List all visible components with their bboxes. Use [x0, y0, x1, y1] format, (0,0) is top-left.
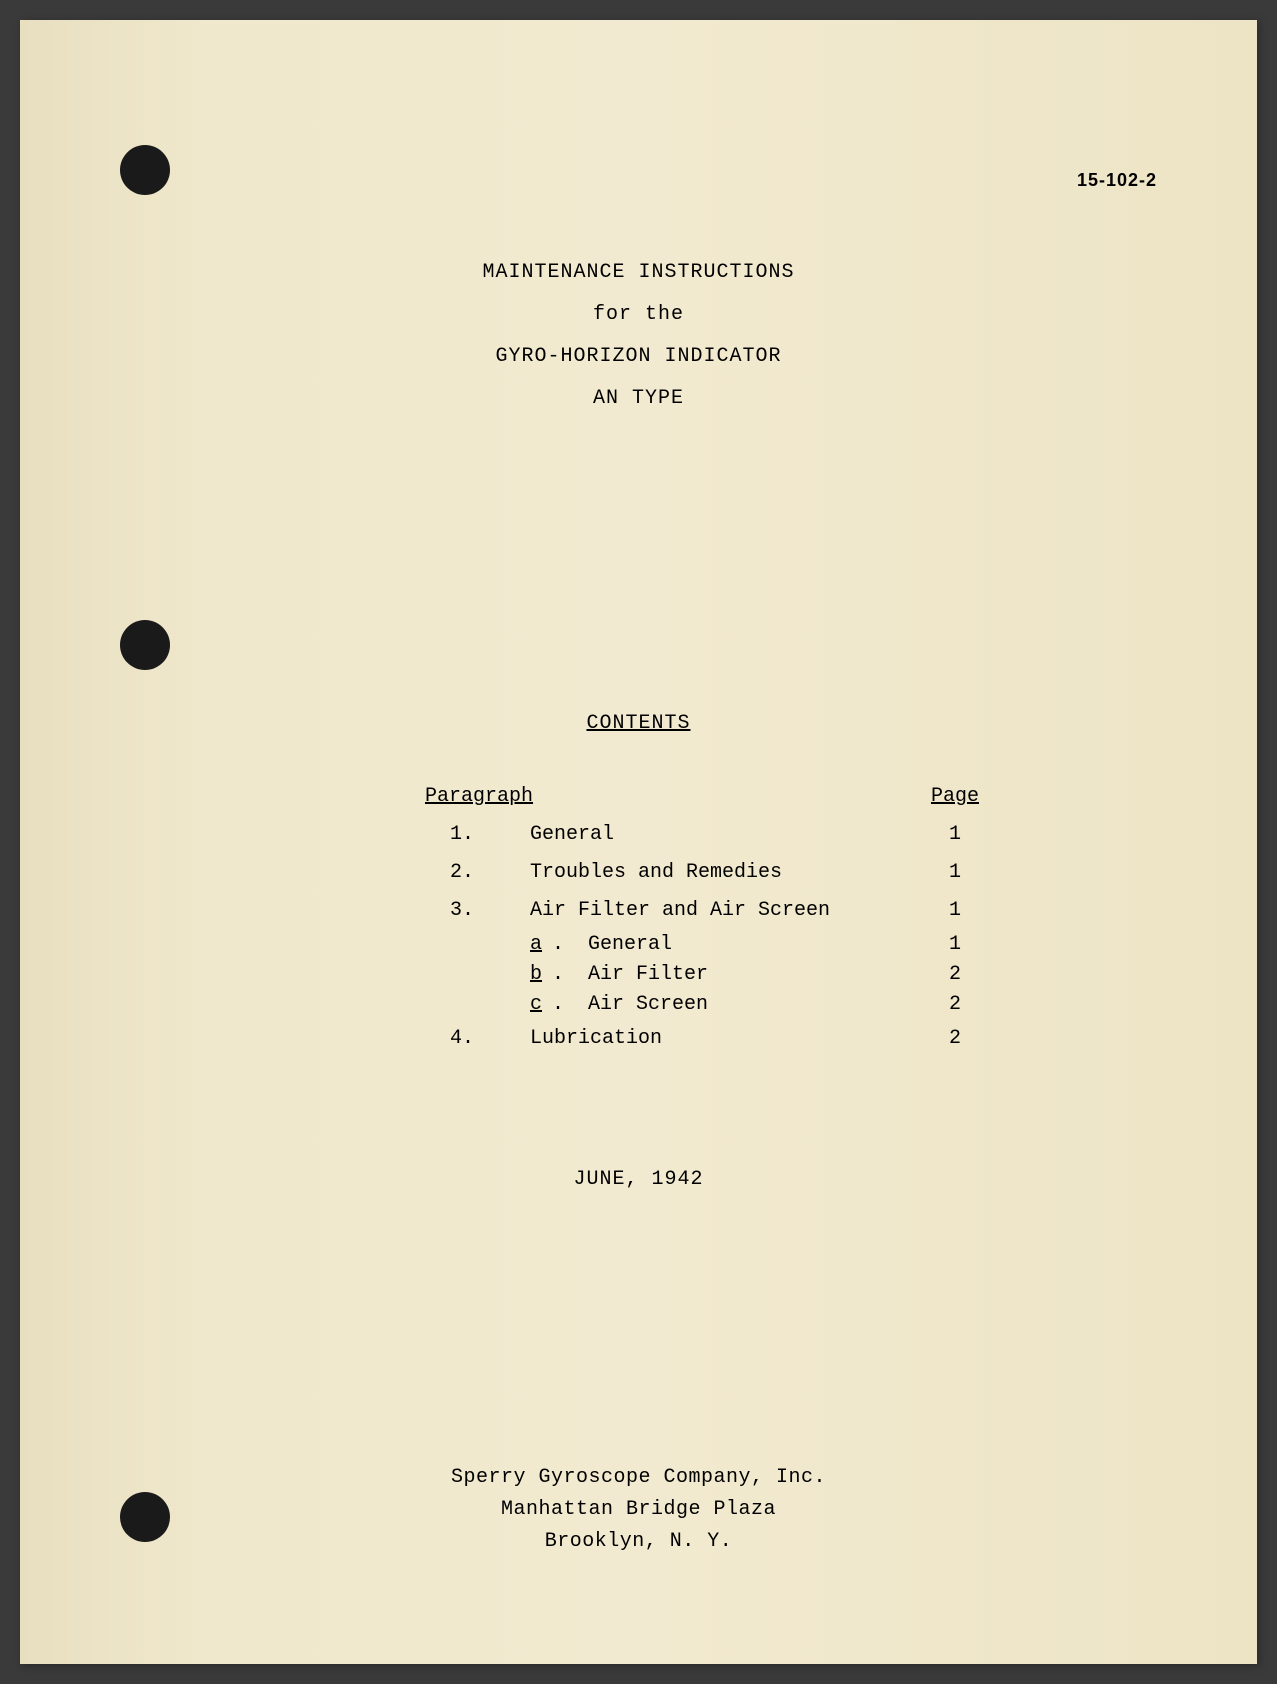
punch-hole: [120, 145, 170, 195]
title-line-4: AN TYPE: [20, 378, 1257, 420]
contents-sub-row: a. General 1: [425, 930, 985, 960]
sub-title: c. Air Screen: [530, 990, 925, 1020]
contents-row: 4. Lubrication 2: [425, 1020, 985, 1058]
title-line-2: for the: [20, 294, 1257, 336]
para-title: Lubrication: [530, 1020, 925, 1058]
punch-hole: [120, 620, 170, 670]
sub-page: 2: [925, 990, 985, 1020]
para-num: 1.: [425, 816, 530, 854]
para-title: Air Filter and Air Screen: [530, 892, 925, 930]
para-page: 1: [925, 816, 985, 854]
sub-title: a. General: [530, 930, 925, 960]
title-block: MAINTENANCE INSTRUCTIONS for the GYRO-HO…: [20, 252, 1257, 420]
contents-sub-row: b. Air Filter 2: [425, 960, 985, 990]
para-page: 2: [925, 1020, 985, 1058]
footer-company: Sperry Gyroscope Company, Inc.: [20, 1462, 1257, 1494]
contents-sub-row: c. Air Screen 2: [425, 990, 985, 1020]
para-page: 1: [925, 854, 985, 892]
para-title: General: [530, 816, 925, 854]
title-line-1: MAINTENANCE INSTRUCTIONS: [20, 252, 1257, 294]
contents-header: CONTENTS: [20, 712, 1257, 735]
para-num: 2.: [425, 854, 530, 892]
footer-city: Brooklyn, N. Y.: [20, 1526, 1257, 1558]
contents-row: 1. General 1: [425, 816, 985, 854]
footer-address: Manhattan Bridge Plaza: [20, 1494, 1257, 1526]
contents-row: 2. Troubles and Remedies 1: [425, 854, 985, 892]
sub-title: b. Air Filter: [530, 960, 925, 990]
para-page: 1: [925, 892, 985, 930]
contents-header-row: Paragraph Page: [425, 778, 985, 816]
para-title: Troubles and Remedies: [530, 854, 925, 892]
contents-table: Paragraph Page 1. General 1 2. Troubles …: [425, 778, 985, 1058]
date-line: JUNE, 1942: [20, 1168, 1257, 1191]
para-num: 4.: [425, 1020, 530, 1058]
paragraph-header: Paragraph: [425, 778, 530, 816]
sub-page: 2: [925, 960, 985, 990]
page-header: Page: [925, 778, 985, 816]
footer-block: Sperry Gyroscope Company, Inc. Manhattan…: [20, 1462, 1257, 1558]
document-number: 15-102-2: [1077, 170, 1157, 191]
document-page: 15-102-2 MAINTENANCE INSTRUCTIONS for th…: [20, 20, 1257, 1664]
contents-row: 3. Air Filter and Air Screen 1: [425, 892, 985, 930]
title-line-3: GYRO-HORIZON INDICATOR: [20, 336, 1257, 378]
sub-page: 1: [925, 930, 985, 960]
para-num: 3.: [425, 892, 530, 930]
